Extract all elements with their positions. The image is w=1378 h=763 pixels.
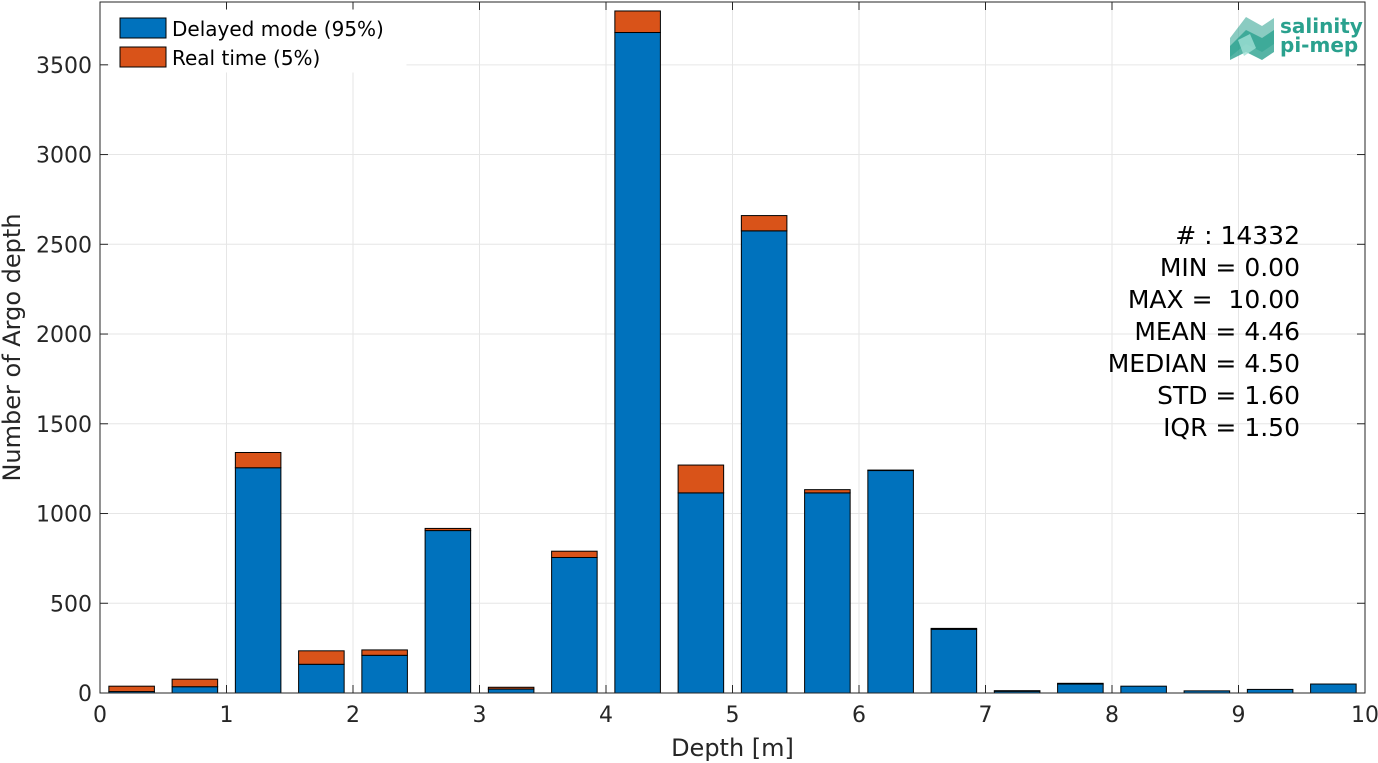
bar-delayed-mode bbox=[487, 688, 535, 694]
bar-real-time bbox=[171, 678, 219, 688]
stat-mean: MEAN = 4.46 bbox=[1134, 317, 1300, 346]
bar-delayed-mode bbox=[424, 530, 472, 694]
y-tick-label: 3500 bbox=[36, 54, 92, 79]
x-tick-label: 1 bbox=[220, 703, 234, 728]
bar-real-time bbox=[804, 489, 851, 494]
legend: Delayed mode (95%) Real time (5%) bbox=[109, 9, 407, 73]
bar-real-time bbox=[551, 550, 598, 558]
bar-delayed-mode bbox=[614, 32, 661, 694]
bar-delayed-mode bbox=[1310, 683, 1357, 694]
legend-swatch-real-time bbox=[119, 46, 167, 68]
axis-ticks bbox=[99, 2, 1366, 694]
bar-delayed-mode bbox=[361, 654, 408, 694]
bar-real-time bbox=[424, 527, 472, 532]
logo-wave-icon bbox=[1230, 17, 1274, 60]
y-tick-label: 2500 bbox=[36, 233, 92, 258]
x-tick-label: 0 bbox=[93, 703, 107, 728]
bar-real-time bbox=[677, 464, 725, 494]
tick-labels: 0 1 2 3 4 5 6 7 8 9 10 0 500 1000 1500 2000 2500 3000 3500 bbox=[36, 54, 1378, 728]
logo-text-line1: salinity bbox=[1280, 14, 1363, 38]
x-tick-label: 4 bbox=[599, 703, 613, 728]
bars bbox=[108, 10, 1357, 694]
logo-text-line2: pi-mep bbox=[1280, 33, 1358, 57]
x-tick-label: 10 bbox=[1351, 703, 1378, 728]
x-tick-label: 9 bbox=[1232, 703, 1246, 728]
bar-real-time bbox=[234, 451, 282, 469]
stat-std: STD = 1.60 bbox=[1157, 381, 1300, 410]
grid-lines bbox=[99, 2, 1366, 694]
bar-delayed-mode bbox=[551, 556, 598, 694]
x-tick-label: 5 bbox=[726, 703, 740, 728]
bar-delayed-mode bbox=[298, 663, 345, 694]
bar-real-time bbox=[867, 469, 914, 472]
legend-label-real-time: Real time (5%) bbox=[172, 46, 320, 70]
bar-delayed-mode bbox=[740, 230, 788, 694]
stat-min: MIN = 0.00 bbox=[1160, 253, 1300, 282]
bar-delayed-mode bbox=[1246, 688, 1294, 694]
x-tick-label: 6 bbox=[852, 703, 866, 728]
bar-real-time bbox=[993, 690, 1041, 692]
y-tick-label: 500 bbox=[50, 592, 92, 617]
stat-median: MEDIAN = 4.50 bbox=[1108, 349, 1300, 378]
bar-delayed-mode bbox=[804, 492, 851, 694]
bar-delayed-mode bbox=[867, 469, 914, 694]
bar-delayed-mode bbox=[677, 492, 725, 694]
legend-swatch-delayed-mode bbox=[119, 17, 167, 39]
stat-max: MAX = 10.00 bbox=[1128, 285, 1300, 314]
bar-real-time bbox=[487, 686, 535, 690]
stat-count: # : 14332 bbox=[1175, 221, 1300, 250]
bar-real-time bbox=[361, 649, 408, 656]
salinity-pi-mep-logo: salinity pi-mep bbox=[1230, 14, 1363, 60]
x-tick-label: 8 bbox=[1105, 703, 1119, 728]
bar-delayed-mode bbox=[1120, 685, 1167, 694]
legend-label-delayed-mode: Delayed mode (95%) bbox=[172, 17, 384, 41]
y-tick-label: 1500 bbox=[36, 413, 92, 438]
x-tick-label: 3 bbox=[473, 703, 487, 728]
bar-real-time bbox=[930, 627, 978, 630]
bar-delayed-mode bbox=[1057, 683, 1104, 694]
bar-delayed-mode bbox=[171, 686, 219, 694]
bar-real-time bbox=[740, 215, 788, 232]
y-tick-label: 3000 bbox=[36, 144, 92, 169]
bar-real-time bbox=[1057, 682, 1104, 685]
bar-delayed-mode bbox=[234, 467, 282, 694]
bar-real-time bbox=[614, 10, 661, 34]
y-tick-label: 2000 bbox=[36, 323, 92, 348]
bar-delayed-mode bbox=[930, 628, 978, 694]
y-tick-label: 1000 bbox=[36, 503, 92, 528]
y-axis-title: Number of Argo depth bbox=[0, 213, 26, 481]
bar-real-time bbox=[108, 685, 155, 693]
x-axis-title: Depth [m] bbox=[671, 734, 794, 762]
x-tick-label: 2 bbox=[346, 703, 360, 728]
y-tick-label: 0 bbox=[78, 682, 92, 707]
bar-real-time bbox=[298, 650, 345, 665]
stat-iqr: IQR = 1.50 bbox=[1163, 413, 1300, 442]
statistics-annotation: # : 14332 MIN = 0.00 MAX = 10.00 MEAN = … bbox=[1108, 221, 1300, 442]
x-tick-label: 7 bbox=[979, 703, 993, 728]
